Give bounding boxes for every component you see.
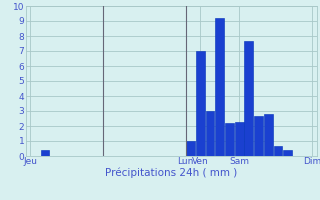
Bar [254,116,263,156]
Bar [283,150,292,156]
Bar [186,141,195,156]
X-axis label: Précipitations 24h ( mm ): Précipitations 24h ( mm ) [105,168,237,178]
Bar [225,123,234,156]
Bar [244,40,253,156]
Bar [206,111,214,156]
Bar [41,150,49,156]
Bar [264,114,273,156]
Bar [274,146,282,156]
Bar [235,121,244,156]
Bar [215,18,224,156]
Bar [196,51,205,156]
